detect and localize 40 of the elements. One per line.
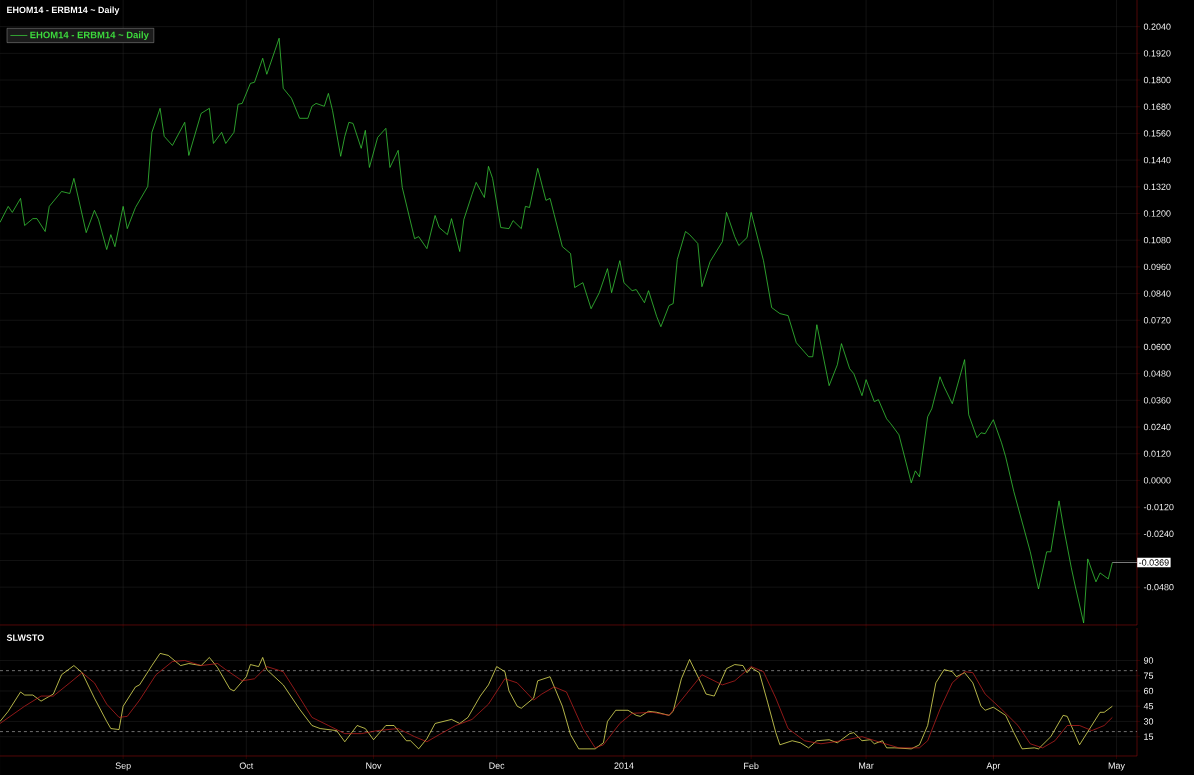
y-tick-label: 60: [1143, 687, 1154, 695]
x-tick-label: Mar: [859, 762, 874, 769]
legend-label: EHOM14 - ERBM14 ~ Daily: [30, 31, 149, 41]
y-tick-label: 0.0840: [1143, 290, 1171, 297]
y-tick-label: 0.1680: [1143, 103, 1171, 110]
x-tick-label: Nov: [366, 762, 382, 769]
y-tick-label: 0.1800: [1143, 76, 1171, 84]
y-tick-label: -0.0480: [1143, 583, 1174, 591]
x-tick-label: Sep: [115, 762, 131, 771]
y-tick-label: 45: [1143, 703, 1154, 710]
y-tick-label: 0.0480: [1143, 370, 1171, 377]
x-tick-label: May: [1108, 762, 1125, 771]
x-tick-label: Apr: [986, 762, 1001, 771]
y-tick-label: 0.1080: [1143, 237, 1171, 244]
y-tick-label: 15: [1144, 733, 1154, 740]
y-tick-label: 0.0240: [1143, 423, 1171, 431]
text: SLWSTO: [6, 634, 44, 641]
y-tick-label: 0.1560: [1143, 130, 1171, 137]
y-tick-label: 0.0000: [1143, 477, 1171, 484]
y-tick-label: 75: [1143, 672, 1154, 679]
y-tick-label: 0.1200: [1143, 210, 1171, 217]
x-tick-label: 2014: [614, 762, 634, 769]
y-tick-label: 0.1440: [1143, 156, 1171, 164]
y-tick-label: 0.0600: [1143, 343, 1171, 351]
y-tick-label: -0.0240: [1143, 530, 1174, 537]
y-tick-label: 0.0120: [1143, 450, 1171, 457]
x-tick-label: Feb: [744, 762, 759, 770]
y-tick-label: 0.0960: [1143, 263, 1171, 271]
x-tick-label: Oct: [239, 762, 254, 769]
y-tick-label: 0.2040: [1143, 23, 1171, 30]
y-tick-label: 0.1320: [1143, 183, 1171, 190]
y-tick-label: 0.1920: [1143, 50, 1171, 57]
text: EHOM14 - ERBM14 ~ Daily: [7, 6, 120, 15]
annotation: -0.0369: [1139, 559, 1169, 566]
y-tick-label: 30: [1143, 718, 1154, 725]
y-tick-label: -0.0120: [1143, 503, 1174, 511]
y-tick-label: 0.0720: [1143, 317, 1171, 324]
y-tick-label: 0.0360: [1143, 397, 1171, 404]
x-tick-label: Dec: [489, 762, 505, 769]
y-tick-label: 90: [1143, 657, 1154, 664]
